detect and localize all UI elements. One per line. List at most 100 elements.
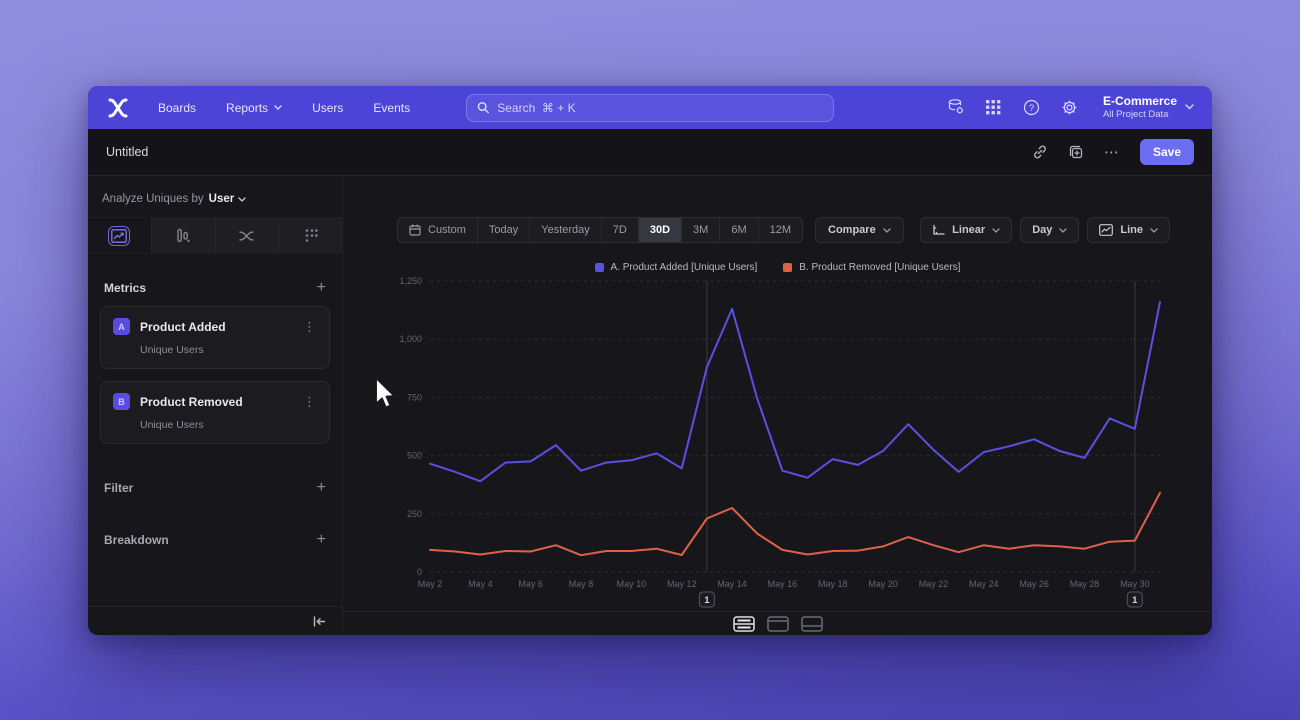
legend-swatch-b — [783, 263, 793, 272]
add-metric-button[interactable]: + — [316, 279, 326, 296]
svg-text:1: 1 — [1132, 595, 1138, 606]
layout-split-toggle[interactable] — [732, 615, 755, 632]
add-filter-button[interactable]: + — [316, 479, 326, 496]
svg-text:May 24: May 24 — [969, 579, 999, 589]
filter-section-header: Filter + — [104, 480, 326, 496]
insights-line-chart-icon — [108, 225, 131, 246]
apps-grid-icon[interactable] — [985, 98, 1003, 116]
settings-gear-icon[interactable] — [1061, 98, 1079, 116]
svg-text:May 28: May 28 — [1070, 579, 1100, 589]
breakdown-label: Breakdown — [104, 533, 169, 547]
search-input[interactable] — [497, 100, 823, 115]
query-sidebar: Analyze Uniques by User — [88, 176, 343, 635]
range-12m[interactable]: 12M — [759, 218, 802, 242]
line-chart[interactable]: 0 250 500 750 1,000 1,250 1 1 May 2 May 4 May 6 May… — [373, 276, 1200, 616]
metric-subtype[interactable]: Unique Users — [140, 344, 204, 356]
report-title[interactable]: Untitled — [106, 145, 149, 159]
share-link-icon[interactable] — [1032, 144, 1048, 160]
flows-icon — [238, 229, 255, 243]
sidebar-footer — [88, 606, 342, 635]
legend-item-b[interactable]: B. Product Removed [Unique Users] — [783, 262, 960, 273]
duplicate-icon[interactable] — [1068, 144, 1084, 160]
chevron-down-icon — [1150, 227, 1158, 233]
nav-item-reports[interactable]: Reports — [226, 101, 282, 115]
scale-dropdown[interactable]: Linear — [920, 217, 1013, 243]
project-scope: All Project Data — [1102, 109, 1169, 121]
svg-text:1: 1 — [704, 595, 710, 606]
metrics-section-header: Metrics + — [104, 280, 326, 296]
interval-dropdown[interactable]: Day — [1020, 217, 1080, 243]
svg-text:May 6: May 6 — [518, 579, 543, 589]
metric-card-a[interactable]: A Product Added ⋮ Unique Users — [100, 306, 330, 369]
svg-text:?: ? — [1029, 103, 1034, 114]
tab-retention[interactable] — [279, 218, 342, 253]
nav-item-users[interactable]: Users — [312, 100, 344, 115]
content-area: Analyze Uniques by User — [88, 176, 1212, 635]
metric-kebab-icon[interactable]: ⋮ — [303, 393, 317, 409]
nav-item-events[interactable]: Events — [373, 100, 411, 115]
search-bar[interactable] — [466, 93, 834, 122]
range-6m[interactable]: 6M — [720, 218, 759, 242]
project-switcher[interactable]: E-Commerce All Project Data — [1103, 94, 1194, 120]
chevron-down-icon — [1059, 227, 1068, 233]
svg-text:May 2: May 2 — [418, 579, 443, 589]
svg-text:1,250: 1,250 — [399, 276, 422, 286]
chevron-down-icon — [274, 105, 282, 110]
tab-flows[interactable] — [215, 218, 280, 253]
layout-chart-toggle[interactable] — [766, 615, 789, 632]
metrics-label: Metrics — [104, 281, 147, 295]
visualization-tabs — [88, 217, 342, 254]
mixpanel-logo-icon[interactable] — [106, 98, 130, 118]
svg-text:500: 500 — [407, 451, 422, 461]
svg-text:1,000: 1,000 — [399, 334, 422, 344]
metric-badge-b: B — [113, 393, 130, 410]
svg-text:May 12: May 12 — [667, 579, 697, 589]
nav-item-boards[interactable]: Boards — [158, 100, 197, 115]
app-window: Boards Reports Users Events — [88, 86, 1212, 635]
help-icon[interactable]: ? — [1023, 98, 1041, 116]
metric-subtype[interactable]: Unique Users — [140, 419, 204, 431]
layout-table-toggle[interactable] — [800, 615, 823, 632]
tab-funnels[interactable] — [151, 218, 216, 253]
range-custom[interactable]: Custom — [398, 218, 478, 242]
range-yesterday[interactable]: Yesterday — [530, 218, 602, 242]
range-3m[interactable]: 3M — [682, 218, 721, 242]
filter-label: Filter — [104, 481, 134, 495]
chevron-down-icon — [1185, 104, 1194, 110]
analyze-prefix-label: Analyze Uniques by — [102, 193, 204, 205]
svg-text:250: 250 — [407, 509, 422, 519]
analyze-uniques-row: Analyze Uniques by User — [102, 193, 328, 205]
add-breakdown-button[interactable]: + — [316, 531, 326, 548]
legend-item-a[interactable]: A. Product Added [Unique Users] — [594, 262, 757, 273]
chevron-down-icon — [883, 227, 891, 233]
data-management-icon[interactable] — [947, 98, 965, 116]
nav-right: ? E-Commerce All Project Data — [947, 94, 1194, 120]
more-options-icon[interactable]: ⋯ — [1103, 144, 1120, 161]
metric-card-b[interactable]: B Product Removed ⋮ Unique Users — [100, 381, 330, 444]
chart-type-dropdown[interactable]: Line — [1087, 217, 1170, 243]
svg-text:May 14: May 14 — [717, 579, 747, 589]
metric-name: Product Added — [140, 319, 226, 334]
svg-text:May 26: May 26 — [1019, 579, 1049, 589]
compare-dropdown[interactable]: Compare — [815, 217, 904, 243]
collapse-sidebar-icon[interactable] — [313, 615, 326, 627]
chart-toolbar: Custom Today Yesterday 7D 30D 3M 6M 12M Compare… — [397, 217, 1170, 243]
range-7d[interactable]: 7D — [602, 218, 639, 242]
layout-toggle-bar — [343, 611, 1212, 635]
svg-text:May 10: May 10 — [617, 579, 647, 589]
chevron-down-icon — [238, 196, 246, 202]
range-30d[interactable]: 30D — [638, 218, 683, 242]
range-group: Custom Today Yesterday 7D 30D 3M 6M 12M — [397, 217, 804, 243]
nav-menu: Boards Reports Users Events — [158, 101, 410, 115]
analyze-entity-dropdown[interactable]: User — [209, 193, 247, 205]
metric-kebab-icon[interactable]: ⋮ — [303, 318, 317, 334]
svg-text:May 22: May 22 — [919, 579, 949, 589]
save-button[interactable]: Save — [1139, 139, 1194, 165]
tab-insights[interactable] — [88, 218, 152, 253]
metric-badge-a: A — [113, 318, 130, 335]
breakdown-section-header: Breakdown + — [104, 532, 326, 548]
range-today[interactable]: Today — [478, 218, 531, 242]
report-header: Untitled ⋯ Save — [88, 129, 1212, 176]
svg-text:750: 750 — [407, 392, 422, 402]
